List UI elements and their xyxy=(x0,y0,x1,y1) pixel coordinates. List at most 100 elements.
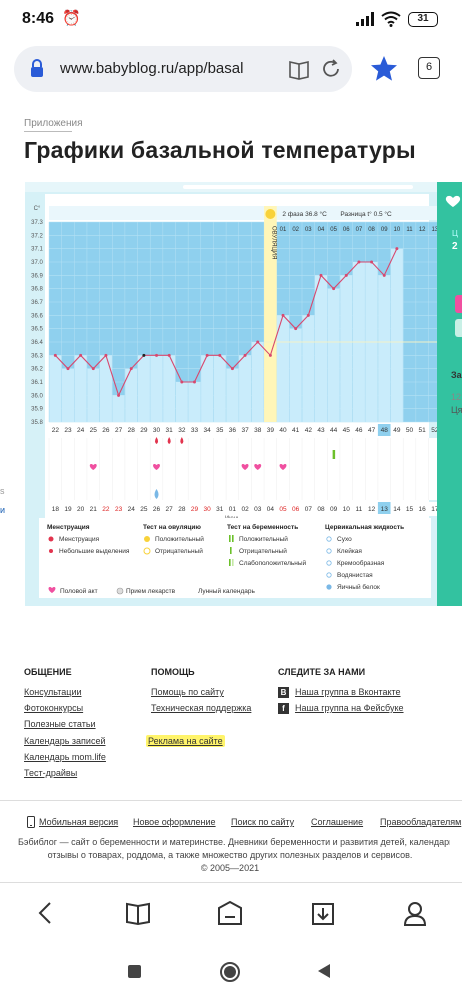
temperature-point xyxy=(79,353,83,357)
date-label: 20 xyxy=(77,506,85,513)
footer-link-momlife[interactable]: Календарь mom.life xyxy=(24,752,106,762)
temperature-bar xyxy=(61,368,74,422)
second-phase-day-label: 10 xyxy=(394,227,401,233)
temperature-bar xyxy=(289,328,302,422)
cycle-day-label: 24 xyxy=(77,427,85,434)
cycle-day-label: 44 xyxy=(330,427,338,434)
second-phase-day-label: 05 xyxy=(330,227,337,233)
footer-link-calendar[interactable]: Календарь записей xyxy=(24,736,106,746)
legend-cervical-icon xyxy=(326,548,332,554)
y-tick-label: 36.3 xyxy=(31,353,43,359)
temperature-bar xyxy=(302,315,315,422)
tab-count-button[interactable]: 6 xyxy=(418,57,440,79)
legend-item-label: Положительный xyxy=(239,535,288,543)
temperature-bar xyxy=(175,382,188,422)
temperature-bar xyxy=(251,342,264,422)
address-bar[interactable]: www.babyblog.ru/app/basal xyxy=(14,46,352,92)
legend-group-title: Цервикальная жидкость xyxy=(325,524,404,531)
footer-link-useful-articles[interactable]: Полезные статьи xyxy=(24,719,96,729)
battery-indicator: 31 xyxy=(408,12,438,27)
footer-link-new-design[interactable]: Новое оформление xyxy=(133,817,216,827)
footer-link-support[interactable]: Техническая поддержка xyxy=(151,703,252,713)
temperature-point xyxy=(268,353,272,357)
temperature-point xyxy=(294,327,298,331)
right-heading-fragment: За xyxy=(451,370,462,380)
legend-sun-icon xyxy=(144,536,150,542)
bookmark-star-icon[interactable] xyxy=(370,55,398,83)
footer-link-rightholders[interactable]: Правообладателям xyxy=(380,817,462,827)
left-edge-link-fragment[interactable]: и xyxy=(0,505,6,515)
temperature-point xyxy=(395,247,399,251)
intercourse-heart-icon xyxy=(254,463,262,470)
date-label: 28 xyxy=(178,506,186,513)
vk-link-label: Наша группа в Вконтакте xyxy=(295,687,401,697)
signal-icon xyxy=(356,12,374,26)
downloads-icon[interactable] xyxy=(310,900,336,926)
temperature-line xyxy=(54,248,398,397)
footer-link-advertising[interactable]: Реклама на сайте xyxy=(146,735,225,747)
legend-small-drop-icon xyxy=(49,549,53,553)
y-tick-label: 36.2 xyxy=(31,367,43,373)
footer-link-mobile-version[interactable]: Мобильная версия xyxy=(39,817,119,827)
temperature-bar xyxy=(112,395,125,422)
tab-fragment[interactable] xyxy=(455,319,462,337)
cycle-day-label: 41 xyxy=(292,427,300,434)
legend-pill-icon xyxy=(116,587,124,595)
legend-item-label: Отрицательный xyxy=(239,547,287,555)
temperature-point xyxy=(357,260,361,264)
reload-icon[interactable] xyxy=(320,58,342,80)
date-label: 13 xyxy=(381,506,389,513)
back-arrow-icon[interactable] xyxy=(34,900,56,926)
legend-sun-outline-icon xyxy=(143,547,151,555)
footer-link-vk[interactable]: В Наша группа в Вконтакте xyxy=(278,687,401,698)
temperature-bar xyxy=(327,288,340,422)
profile-icon[interactable] xyxy=(402,900,428,926)
legend-weak-test-icon xyxy=(232,559,234,566)
page-title: Графики базальной температуры xyxy=(24,137,416,163)
footer-divider xyxy=(0,800,462,801)
url-text[interactable]: www.babyblog.ru/app/basal xyxy=(60,60,244,77)
footer-link-site-search[interactable]: Поиск по сайту xyxy=(231,817,295,827)
y-tick-label: 36.0 xyxy=(31,393,43,399)
system-back-button[interactable] xyxy=(316,963,332,979)
temperature-bar xyxy=(390,248,403,422)
breadcrumb[interactable]: Приложения xyxy=(24,118,83,129)
footer-link-test-drives[interactable]: Тест-драйвы xyxy=(24,768,78,778)
footer-link-consultations[interactable]: Консультации xyxy=(24,687,82,697)
footer-col3-title: СЛЕДИТЕ ЗА НАМИ xyxy=(278,667,366,677)
temperature-bar xyxy=(378,275,391,422)
footer-link-help[interactable]: Помощь по сайту xyxy=(151,687,224,697)
footer-link-agreement[interactable]: Соглашение xyxy=(311,817,364,827)
temperature-point xyxy=(382,273,386,277)
date-label: 02 xyxy=(241,506,249,513)
temperature-point xyxy=(155,353,159,357)
temperature-bar xyxy=(99,355,112,422)
pink-tab-fragment[interactable] xyxy=(455,295,462,313)
footer-col2-title: ПОМОЩЬ xyxy=(151,667,195,677)
second-phase-day-label: 02 xyxy=(292,227,299,233)
date-label: 14 xyxy=(393,506,401,513)
reader-mode-icon[interactable] xyxy=(288,58,310,80)
home-tab-icon[interactable] xyxy=(217,900,243,926)
legend-item-label: Водянистая xyxy=(337,572,373,579)
y-axis-label: C° xyxy=(34,206,41,212)
temperature-point xyxy=(281,313,285,317)
date-label: 04 xyxy=(267,506,275,513)
temperature-bar xyxy=(74,355,87,422)
legend-item-label: Клейкая xyxy=(337,547,362,555)
temperature-point xyxy=(243,353,247,357)
bookmarks-book-icon[interactable] xyxy=(125,900,151,926)
favorite-heart-icon[interactable] xyxy=(445,195,461,207)
clock: 8:46 xyxy=(22,10,55,27)
footer-link-photo-contests[interactable]: Фотоконкурсы xyxy=(24,703,84,713)
footer-link-facebook[interactable]: f Наша группа на Фейсбуке xyxy=(278,703,404,714)
home-button[interactable] xyxy=(219,961,241,983)
cycle-day-label: 46 xyxy=(355,427,363,434)
date-label: 12 xyxy=(368,506,376,513)
date-label: 06 xyxy=(292,506,300,513)
symptoms-grid xyxy=(49,438,437,500)
legend-item-label: Сухо xyxy=(337,536,352,543)
legend-bottom-label: Прием лекарств xyxy=(126,588,176,595)
recents-button[interactable] xyxy=(128,965,141,978)
cycle-day-label: 22 xyxy=(52,427,60,434)
